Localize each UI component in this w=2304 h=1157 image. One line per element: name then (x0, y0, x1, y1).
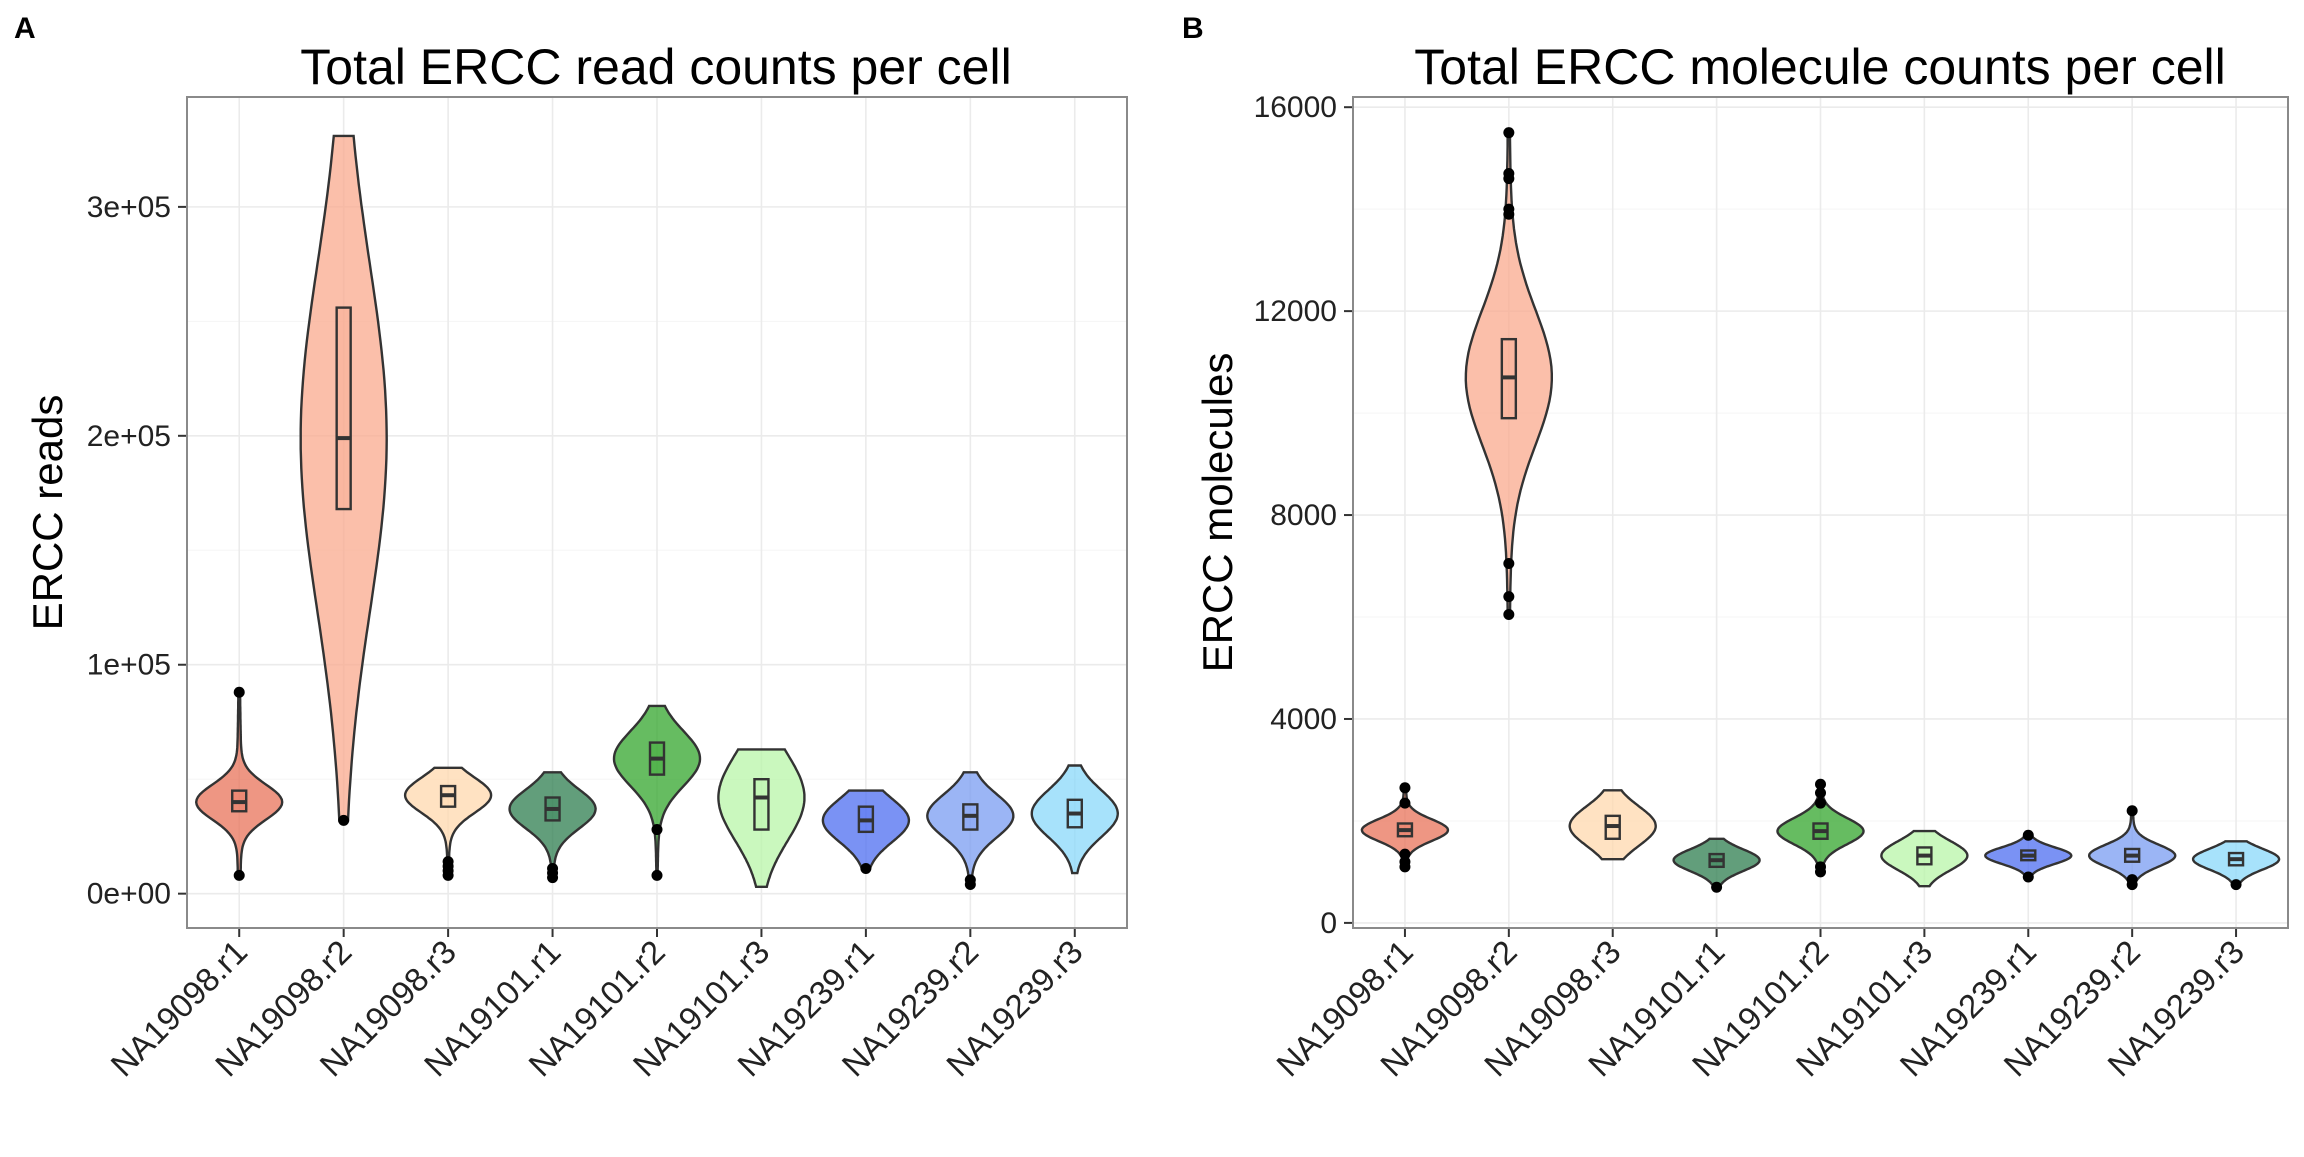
panel-b-violin-group (1464, 127, 1553, 620)
panel-b-outlier-point (1399, 797, 1411, 809)
panel-b-outlier-point (1503, 591, 1515, 603)
panel-a: 0e+001e+052e+053e+05NA19098.r1NA19098.r2… (24, 39, 1128, 1083)
panel-a-violin-group (508, 771, 597, 884)
panel-b-violin (1672, 837, 1761, 889)
panel-a-box (335, 306, 352, 511)
panel-b-y-tick-label: 16000 (1254, 91, 1337, 124)
panel-b-outlier-point (1503, 557, 1515, 569)
panel-a-violin (403, 766, 493, 877)
panel-b-outlier-point (1815, 861, 1826, 873)
panel-b-outlier-point (1503, 127, 1515, 139)
panel-a-outlier-point (233, 869, 245, 881)
panel-b-plot-border (1352, 96, 2289, 929)
panel-b-outlier-point (1711, 881, 1723, 893)
panel-a-violin (612, 704, 702, 877)
panel-a-violin (821, 789, 911, 870)
panel-b-outlier-point (2022, 871, 2034, 883)
panel-a-outlier-point (964, 874, 976, 886)
panel-b-violin-group (1880, 829, 1969, 888)
panel-a-y-tick-label: 0e+00 (87, 878, 171, 911)
panel-b-y-tick-label: 0 (1320, 907, 1337, 940)
panel-b-violin-group (2191, 840, 2281, 891)
panel-a-y-tick-label: 2e+05 (87, 420, 171, 453)
panel-b-outlier-point (1399, 782, 1411, 794)
panel-b-violin-group (1776, 778, 1865, 878)
panel-b-y-tick-label: 12000 (1254, 295, 1337, 328)
panel-b-outlier-point (2230, 879, 2242, 891)
panel-b-outlier-point (2126, 805, 2138, 817)
panel-a-outlier-point (233, 686, 245, 698)
panel-a-violin-group (403, 766, 493, 881)
panel-a-title: Total ERCC read counts per cell (300, 39, 1011, 95)
panel-a-outlier-point (547, 862, 559, 874)
panel-a-violin (299, 134, 388, 822)
panel-a-letter: A (14, 12, 36, 45)
panel-a-violin-group (717, 748, 806, 888)
panel-a-violin-group (1030, 764, 1120, 875)
panel-a-violin (508, 771, 597, 879)
panel-a-y-tick-label: 3e+05 (87, 191, 171, 224)
panel-b-outlier-point (1815, 778, 1826, 790)
panel-b-outlier-point (1503, 167, 1515, 179)
panel-b-violin-group (1360, 782, 1450, 873)
panel-b-outlier-point (1503, 608, 1515, 620)
panel-a-violin-group (299, 134, 388, 826)
panel-b-letter: B (1182, 12, 1204, 45)
panel-b: 0400080001200016000NA19098.r1NA19098.r2N… (1194, 39, 2289, 1083)
panel-a-y-tick-label: 1e+05 (87, 649, 171, 682)
panel-b-violin-group (1672, 837, 1761, 893)
panel-a-violin-group (194, 686, 284, 881)
panel-b-outlier-point (1399, 856, 1411, 868)
panel-a-y-axis-label: ERCC reads (24, 395, 71, 631)
panel-b-violin-group (1984, 829, 2073, 883)
panel-a-violin-group (926, 771, 1015, 891)
panel-b-outlier-point (1815, 787, 1826, 799)
panel-a-violin-group (821, 789, 911, 874)
panel-b-outlier-point (2022, 829, 2034, 841)
panel-a-outlier-point (651, 824, 663, 836)
panel-b-outlier-point (1815, 797, 1826, 809)
panel-b-violin-group (2088, 805, 2177, 891)
panel-a-violin (1030, 764, 1120, 875)
panel-b-y-tick-label: 8000 (1270, 499, 1337, 532)
panel-a-outlier-point (651, 869, 663, 881)
panel-a-violin-group (612, 704, 702, 881)
panel-b-outlier-point (1399, 848, 1411, 860)
panel-a-outlier-point (338, 814, 350, 826)
panel-b-title: Total ERCC molecule counts per cell (1414, 39, 2225, 95)
panel-a-outlier-point (860, 862, 872, 874)
panel-b-outlier-point (2126, 874, 2138, 886)
panel-b-y-tick-label: 4000 (1270, 703, 1337, 736)
panel-b-outlier-point (1503, 203, 1515, 215)
panel-b-violin-group (1568, 789, 1657, 861)
panel-b-violin (2191, 840, 2281, 886)
panel-b-y-axis-label: ERCC molecules (1194, 353, 1241, 673)
panel-a-plot-border (186, 96, 1128, 929)
panel-a-outlier-point (442, 856, 454, 868)
panel-a-violin (717, 748, 806, 888)
panel-a-box (753, 777, 770, 831)
panel-b-violin (1880, 829, 1969, 888)
